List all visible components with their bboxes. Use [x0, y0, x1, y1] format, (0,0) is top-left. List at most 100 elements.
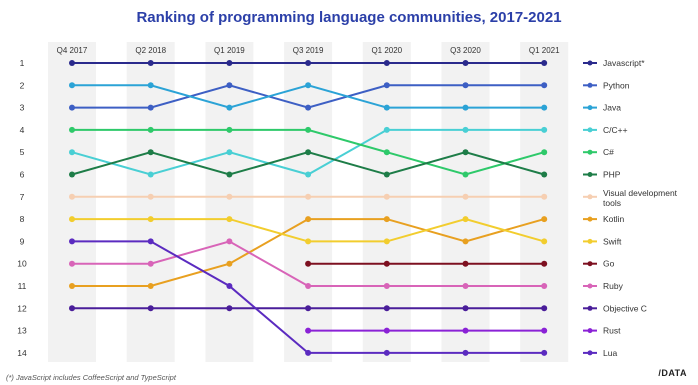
legend-dot-icon — [587, 283, 593, 289]
data-point — [541, 126, 548, 133]
data-point — [69, 283, 75, 289]
data-point — [226, 126, 233, 133]
grid-band — [48, 42, 96, 362]
data-point — [147, 126, 154, 133]
y-tick-label: 6 — [20, 170, 25, 180]
data-point — [462, 216, 469, 223]
data-point — [541, 349, 548, 356]
data-point — [147, 238, 154, 245]
data-point — [541, 238, 548, 245]
legend-dot-icon — [587, 149, 593, 155]
data-point — [305, 349, 312, 356]
grid-band — [520, 42, 569, 362]
data-point — [383, 216, 390, 223]
legend-dot-icon — [587, 105, 593, 111]
legend-dot-icon — [587, 238, 593, 244]
legend-dot-icon — [587, 127, 593, 133]
data-point — [147, 216, 154, 223]
data-point — [541, 149, 548, 156]
y-tick-label: 5 — [20, 147, 25, 157]
data-point — [541, 305, 548, 312]
legend-label: C# — [603, 147, 614, 157]
y-tick-label: 12 — [17, 303, 27, 313]
y-tick-label: 13 — [17, 326, 27, 336]
x-tick-label: Q2 2018 — [135, 46, 166, 55]
legend-label: Java — [603, 103, 621, 113]
data-point — [383, 305, 390, 312]
y-tick-label: 4 — [20, 125, 25, 135]
data-point — [305, 216, 312, 223]
x-tick-label: Q1 2021 — [529, 46, 560, 55]
data-point — [462, 82, 469, 89]
data-logo: /DATA — [658, 368, 686, 378]
x-tick-label: Q3 2020 — [450, 46, 481, 55]
data-point — [462, 238, 469, 245]
data-point — [462, 104, 469, 111]
data-point — [541, 82, 548, 89]
data-point — [305, 104, 312, 111]
data-point — [69, 171, 75, 178]
x-tick-label: Q1 2020 — [371, 46, 402, 55]
legend-label: Objective C — [603, 303, 647, 313]
data-point — [541, 216, 548, 223]
y-tick-label: 2 — [20, 80, 25, 90]
legend-dot-icon — [587, 261, 593, 267]
data-point — [305, 171, 312, 178]
data-point — [541, 283, 548, 289]
series-points — [69, 60, 548, 356]
data-point — [147, 305, 154, 312]
data-point — [147, 104, 154, 111]
data-point — [226, 82, 233, 89]
data-point — [383, 149, 390, 156]
legend: Javascript* Python Java C/C++ C# PHP Visual de… — [583, 58, 678, 358]
data-point — [69, 104, 75, 111]
y-tick-label: 9 — [20, 236, 25, 246]
data-point — [462, 283, 469, 289]
data-point — [69, 149, 75, 156]
data-point — [147, 171, 154, 178]
data-point — [226, 171, 233, 178]
grid-bands — [48, 42, 569, 362]
x-tick-label: Q4 2017 — [57, 46, 88, 55]
data-point — [541, 104, 548, 111]
data-point — [226, 60, 233, 66]
data-point — [147, 193, 154, 200]
data-point — [69, 238, 75, 245]
legend-dot-icon — [587, 194, 593, 200]
y-tick-label: 7 — [20, 192, 25, 202]
data-point — [305, 149, 312, 156]
data-point — [541, 60, 548, 66]
data-point — [305, 260, 312, 267]
legend-dot-icon — [587, 60, 593, 66]
data-point — [383, 82, 390, 89]
data-point — [226, 149, 233, 156]
legend-dot-icon — [587, 350, 593, 356]
data-point — [383, 104, 390, 111]
data-point — [226, 193, 233, 200]
data-point — [383, 193, 390, 200]
data-point — [462, 60, 469, 66]
data-point — [69, 260, 75, 267]
data-point — [305, 283, 312, 289]
footnote: (*) JavaScript includes CoffeeScript and… — [6, 373, 177, 382]
data-point — [305, 82, 312, 89]
data-point — [462, 305, 469, 312]
y-tick-label: 8 — [20, 214, 25, 224]
data-point — [226, 104, 233, 111]
legend-dot-icon — [587, 328, 593, 334]
data-point — [69, 305, 75, 312]
data-point — [383, 171, 390, 178]
data-point — [383, 260, 390, 267]
data-point — [541, 260, 548, 267]
data-point — [69, 216, 75, 223]
data-point — [383, 126, 390, 133]
legend-label: Python — [603, 80, 630, 90]
legend-dot-icon — [587, 216, 593, 222]
data-point — [305, 305, 312, 312]
data-point — [147, 283, 154, 289]
data-point — [305, 327, 312, 334]
data-point — [147, 82, 154, 89]
data-point — [147, 60, 154, 66]
